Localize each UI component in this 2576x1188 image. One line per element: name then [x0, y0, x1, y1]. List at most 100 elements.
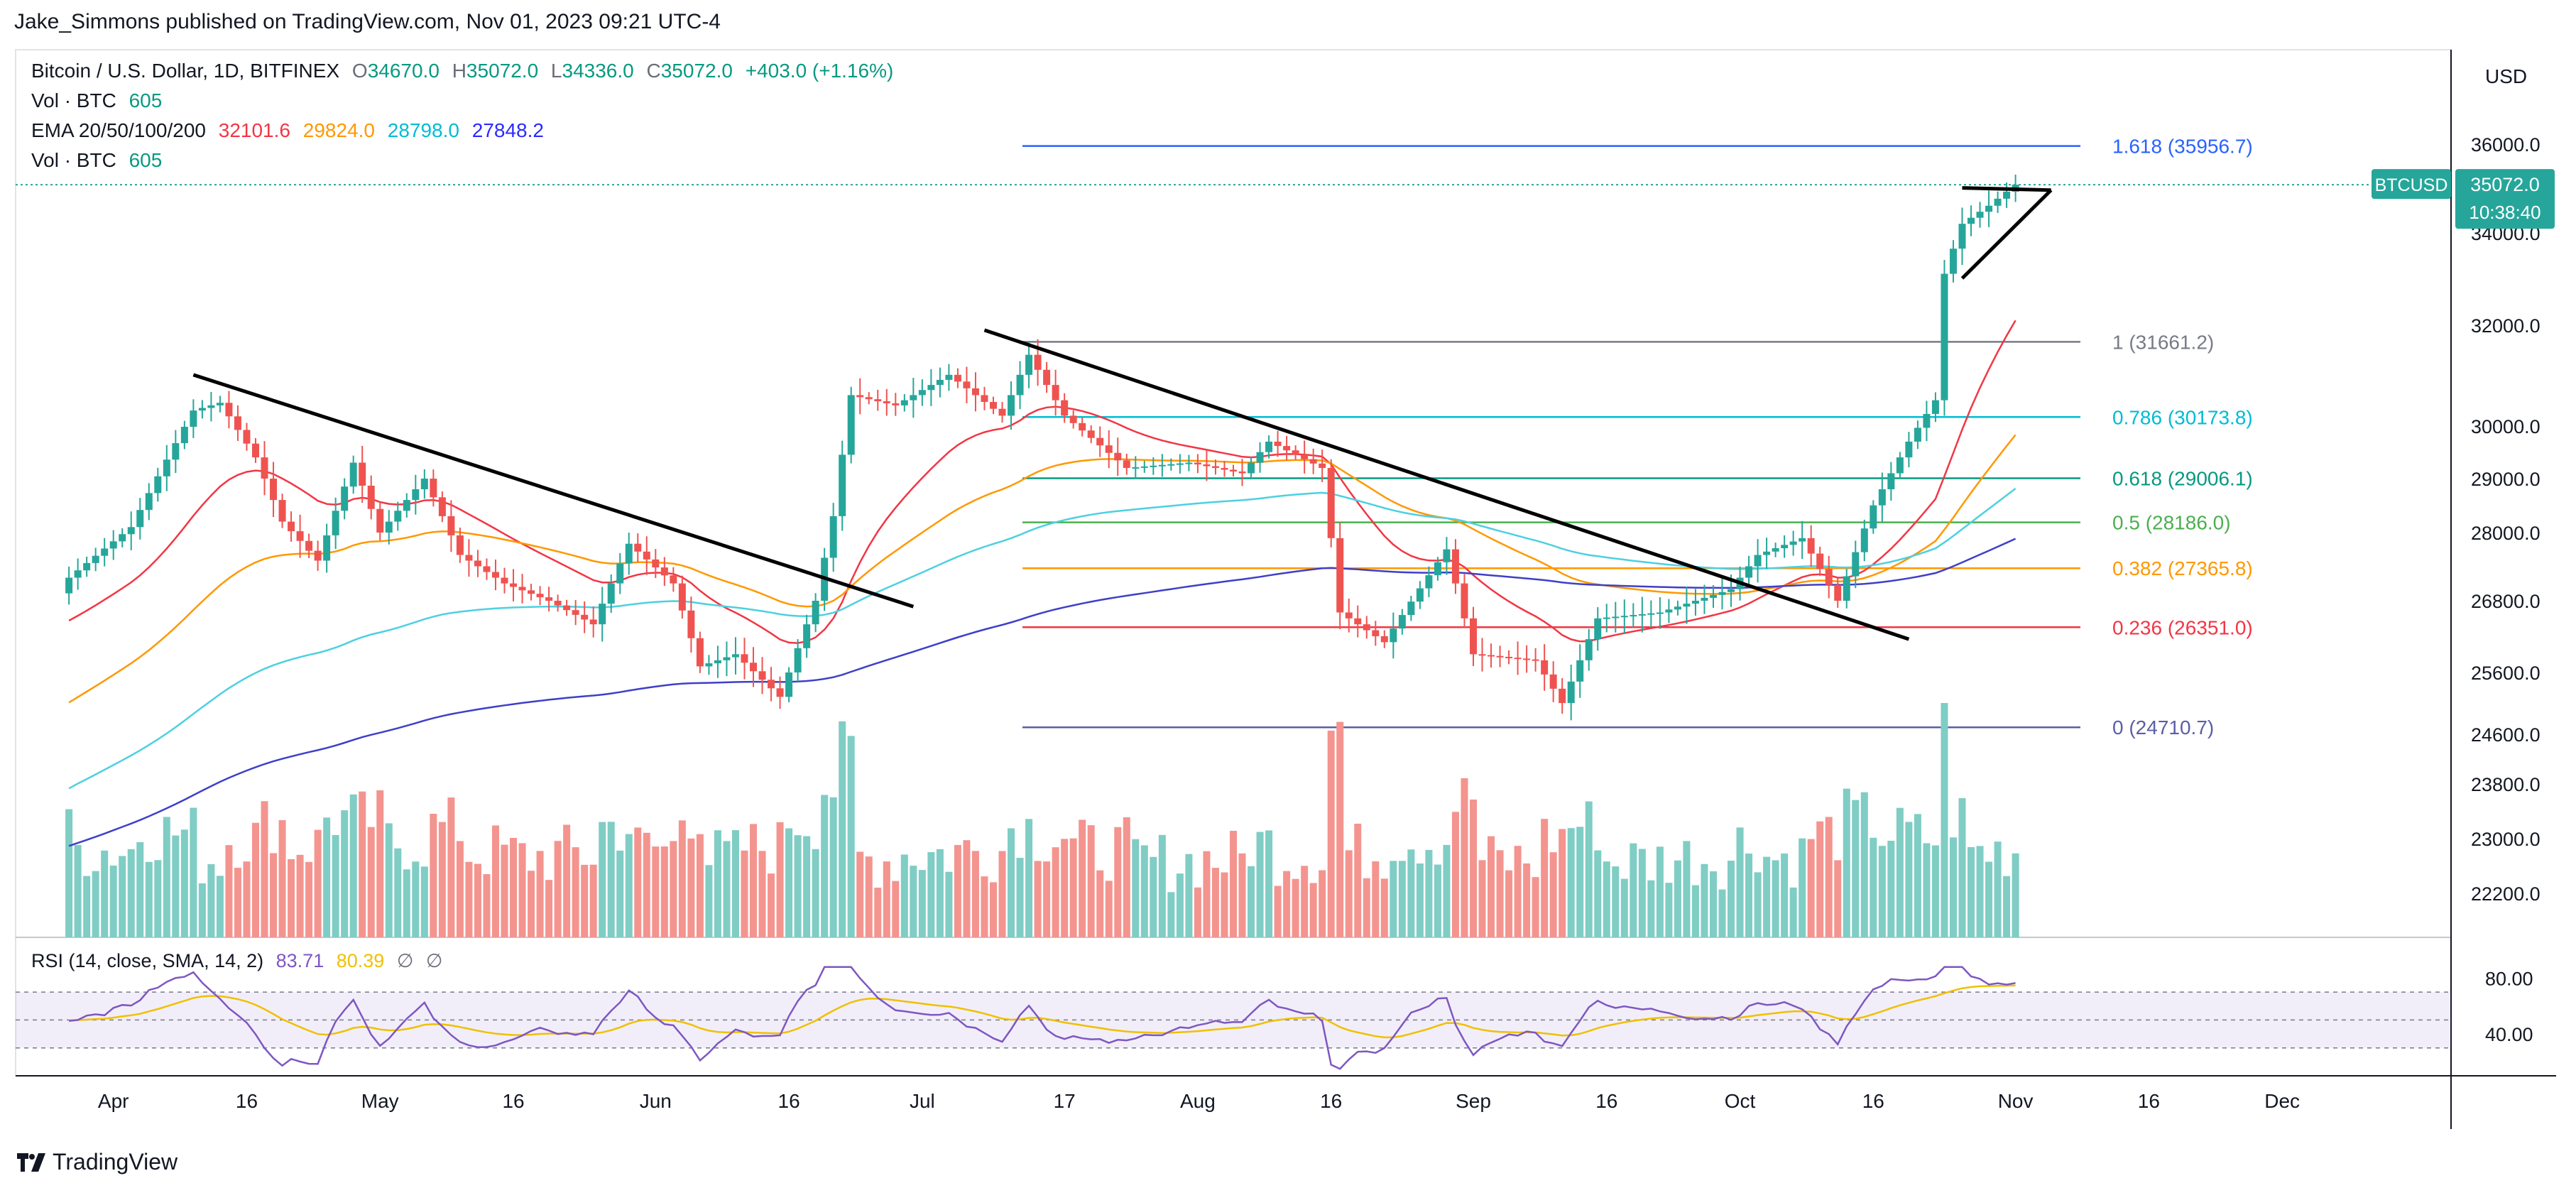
candle-body: [1843, 576, 1850, 601]
volume-bar: [1931, 845, 1939, 937]
time-tick-label: 16: [2138, 1090, 2160, 1112]
volume-bar: [1336, 721, 1344, 937]
volume-bar: [1799, 838, 1806, 937]
volume-bar: [839, 721, 846, 937]
fib-level-label: 0.618 (29006.1): [2112, 468, 2253, 490]
volume-bar: [251, 822, 259, 937]
time-tick-label: 16: [1862, 1090, 1884, 1112]
volume-bar: [900, 854, 908, 937]
currency-label[interactable]: USD: [2485, 65, 2528, 87]
candle-body: [243, 430, 251, 444]
volume-bar: [1230, 831, 1237, 937]
volume-bar: [1211, 868, 1219, 937]
rsi-band: [16, 992, 2451, 1048]
candle-body: [971, 388, 979, 396]
volume-bar: [616, 850, 624, 937]
candle-body: [1354, 618, 1362, 625]
candle-body: [670, 575, 677, 584]
candle-body: [1221, 467, 1228, 470]
volume-bar: [1132, 839, 1140, 937]
rsi-tick-label: 80.00: [2485, 968, 2533, 989]
symbol-tag-bg: [2372, 169, 2451, 200]
candle-body: [572, 610, 579, 615]
volume-bar: [127, 849, 135, 937]
volume-bar: [856, 851, 864, 937]
candle-body: [127, 527, 135, 535]
candle-body: [652, 559, 660, 568]
candle-body: [83, 562, 91, 571]
candle-body: [1923, 413, 1931, 428]
ema-100-line: [68, 488, 2016, 790]
volume-bar: [696, 834, 704, 937]
fib-level-label: 0 (24710.7): [2112, 716, 2214, 739]
volume-bar: [92, 871, 99, 937]
candle-body: [501, 577, 508, 584]
volume-bar: [1309, 883, 1317, 937]
candle-body: [1248, 462, 1255, 474]
candle-body: [812, 601, 819, 625]
volume-bar: [1079, 819, 1086, 937]
candle-body: [1931, 400, 1939, 414]
volume-bar: [456, 841, 464, 937]
ema-200-line: [68, 538, 2016, 847]
volume-bar: [1763, 856, 1771, 937]
candle-body: [1043, 369, 1051, 386]
tradingview-logo[interactable]: TradingView: [17, 1149, 178, 1175]
candle-body: [1958, 224, 1966, 249]
volume-bar: [1425, 849, 1433, 937]
volume-bar: [1968, 846, 1975, 937]
close-value: 35072.0: [660, 60, 733, 82]
candle-body: [207, 405, 215, 408]
price-tick-label: 30000.0: [2471, 416, 2540, 437]
candle-body: [1691, 601, 1699, 604]
candle-body: [518, 587, 526, 591]
rsi-label[interactable]: RSI (14, close, SMA, 14, 2): [31, 950, 264, 971]
price-tick-label: 23800.0: [2471, 774, 2540, 795]
candle-body: [1674, 606, 1681, 610]
volume-bar: [1585, 801, 1593, 937]
candle-body: [1914, 427, 1921, 442]
low-value: 34336.0: [562, 60, 634, 82]
volume-bar: [1736, 827, 1744, 937]
candle-body: [1585, 639, 1593, 660]
candle-body: [1123, 460, 1130, 468]
volume-bar: [403, 869, 410, 937]
candle-body: [1559, 688, 1566, 704]
volume-bar: [1248, 866, 1255, 937]
vol1-value: 605: [129, 89, 163, 111]
legend-symbol[interactable]: Bitcoin / U.S. Dollar, 1D, BITFINEX: [31, 60, 340, 82]
candle-body: [288, 521, 295, 532]
time-tick-label: Nov: [1998, 1090, 2034, 1112]
legend-ema-row: EMA 20/50/100/200 32101.6 29824.0 28798.…: [31, 119, 551, 142]
volume-bar: [1630, 843, 1637, 937]
candle-body: [599, 604, 606, 625]
volume-bar: [1914, 814, 1921, 937]
volume-bar: [1789, 887, 1797, 937]
time-tick-label: Dec: [2264, 1090, 2300, 1112]
candle-body: [705, 663, 713, 667]
fib-level-label: 0.5 (28186.0): [2112, 512, 2231, 534]
volume-bar: [768, 873, 775, 937]
volume-bar: [1860, 792, 1868, 937]
volume-bar: [2003, 876, 2011, 937]
volume-bar: [198, 883, 206, 937]
candle-body: [323, 535, 331, 561]
volume-bar: [1514, 846, 1522, 937]
candle-body: [945, 374, 953, 380]
candle-body: [376, 508, 384, 533]
volume-bar: [687, 838, 695, 937]
ema-label[interactable]: EMA 20/50/100/200: [31, 119, 206, 141]
time-tick-label: Jun: [640, 1090, 672, 1112]
volume-bar: [83, 876, 91, 937]
volume-bar: [1052, 847, 1059, 937]
volume-bar: [1665, 883, 1673, 937]
vol2-label[interactable]: Vol · BTC: [31, 149, 116, 171]
open-value: 34670.0: [367, 60, 440, 82]
volume-bar: [1567, 828, 1575, 937]
candle-body: [403, 500, 410, 511]
volume-bar: [1656, 846, 1664, 937]
volume-bar: [296, 854, 304, 937]
vol1-label[interactable]: Vol · BTC: [31, 89, 116, 111]
volume-bar: [1781, 853, 1789, 937]
